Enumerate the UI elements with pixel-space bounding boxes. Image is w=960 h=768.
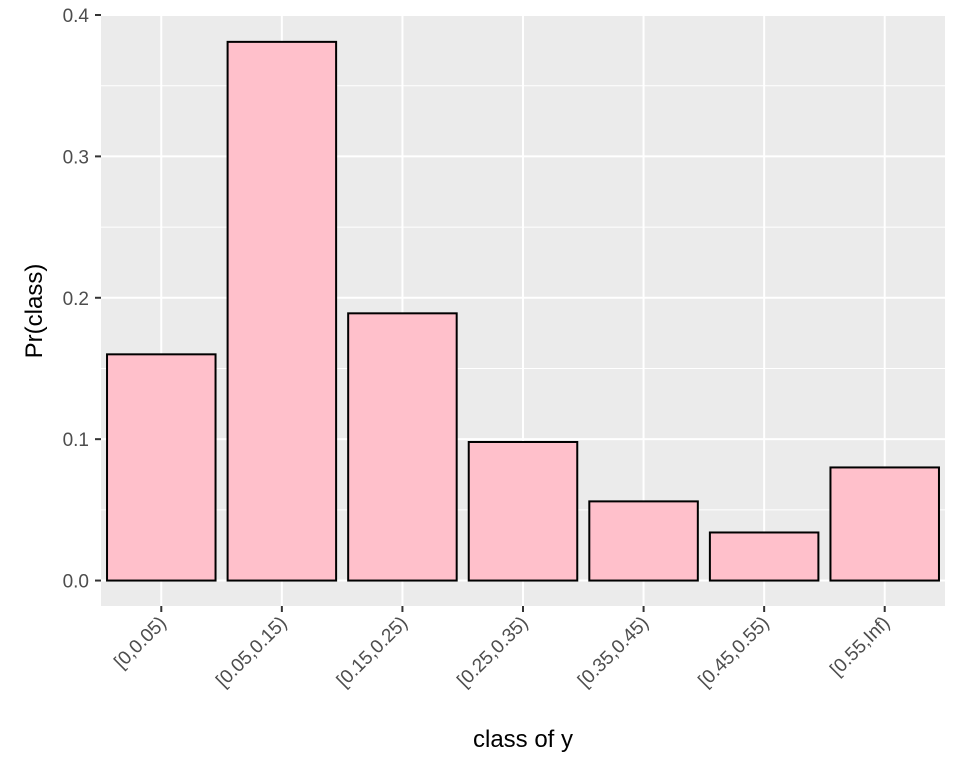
x-tick-label: [0.45,0.55)	[695, 613, 774, 692]
x-axis: [0,0.05) [0.05,0.15) [0.15,0.25) [0.25,0.35…	[110, 606, 894, 692]
bars	[106, 40, 940, 582]
bar	[467, 440, 579, 582]
y-tick-label: 0.3	[63, 147, 89, 168]
bar	[347, 312, 458, 582]
bar	[588, 500, 699, 582]
y-tick-label: 0.2	[63, 289, 89, 310]
x-axis-title: class of y	[473, 726, 573, 753]
x-tick-label: [0.35,0.45)	[574, 613, 653, 692]
bar	[829, 466, 940, 582]
x-tick-label: [0,0.05)	[110, 613, 170, 673]
y-tick-label: 0.1	[63, 430, 89, 451]
x-tick-label: [0.15,0.25)	[333, 613, 412, 692]
y-tick-label: 0.0	[63, 572, 89, 593]
x-tick-label: [0.55,Inf)	[826, 613, 894, 681]
x-tick-label: [0.05,0.15)	[212, 613, 291, 692]
bar	[708, 531, 820, 582]
bar	[226, 40, 338, 582]
bar	[106, 353, 217, 582]
y-axis-title: Pr(class)	[21, 264, 48, 359]
y-tick-label: 0.4	[63, 6, 90, 27]
y-axis: 0.0 0.1 0.2 0.3 0.4	[63, 6, 101, 593]
x-tick-label: [0.25,0.35)	[453, 613, 532, 692]
